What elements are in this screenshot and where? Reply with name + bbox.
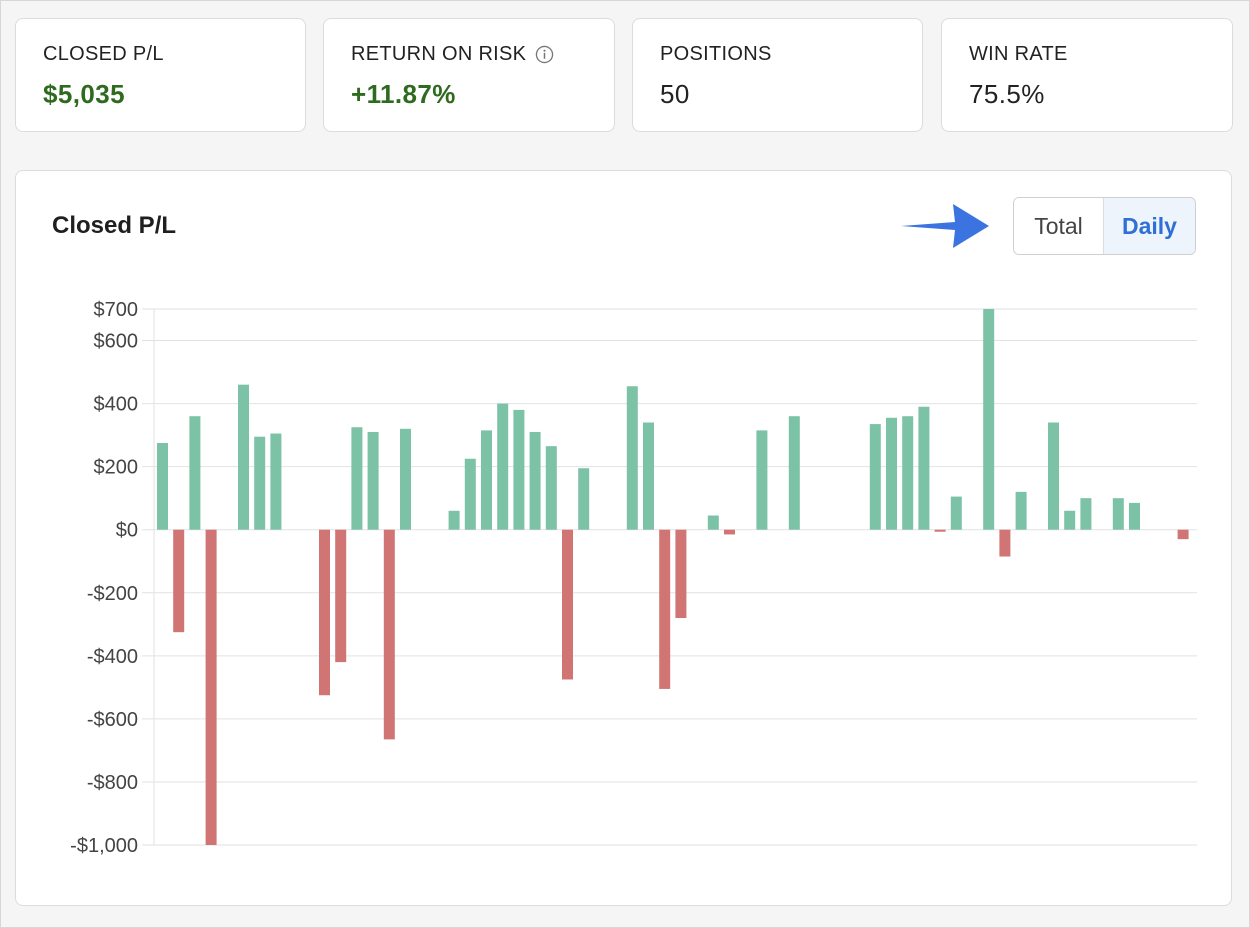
chart-title: Closed P/L bbox=[52, 212, 177, 239]
bar-negative bbox=[1177, 529, 1189, 540]
bar-positive bbox=[400, 428, 411, 530]
bar-positive bbox=[643, 422, 654, 530]
stat-label-row: RETURN ON RISK bbox=[351, 43, 554, 66]
bar-positive bbox=[578, 468, 590, 530]
stat-value: +11.87% bbox=[351, 79, 456, 109]
stat-label: POSITIONS bbox=[660, 43, 772, 65]
bar-positive bbox=[254, 436, 266, 530]
y-tick-label: $700 bbox=[94, 299, 139, 321]
y-tick-label: -$800 bbox=[87, 772, 138, 794]
y-tick-label: $600 bbox=[94, 331, 139, 353]
bar-positive bbox=[157, 443, 168, 530]
bar-positive bbox=[367, 431, 379, 530]
toggle-total-button[interactable]: Total bbox=[1014, 198, 1104, 254]
bar-positive bbox=[983, 309, 995, 530]
bar-negative bbox=[675, 529, 687, 618]
bar-positive bbox=[1015, 491, 1027, 530]
bar-positive bbox=[1112, 498, 1124, 530]
y-tick-label: -$1,000 bbox=[70, 835, 138, 857]
bar-negative bbox=[934, 529, 946, 532]
bar-negative bbox=[335, 529, 347, 663]
y-tick-label: $200 bbox=[94, 457, 139, 479]
bar-positive bbox=[448, 510, 460, 530]
bar-positive bbox=[1129, 502, 1140, 530]
bar-positive bbox=[481, 430, 492, 530]
view-toggle: Total Daily bbox=[1013, 197, 1196, 255]
stat-label: CLOSED P/L bbox=[43, 43, 164, 65]
bar-positive bbox=[886, 417, 897, 530]
bar-positive bbox=[1064, 510, 1076, 530]
stat-value: $5,035 bbox=[43, 79, 125, 109]
y-tick-label: -$200 bbox=[87, 583, 138, 605]
bar-positive bbox=[902, 416, 914, 530]
bar-positive bbox=[545, 446, 557, 530]
stat-card-closed-pl: CLOSED P/L $5,035 bbox=[15, 18, 306, 132]
bar-positive bbox=[351, 427, 363, 530]
bar-negative bbox=[724, 529, 735, 535]
closed-pl-bar-chart: $700 $600 $400 $200 $0 -$200 -$400 -$600 -$800 -$… bbox=[70, 299, 1197, 857]
bar-positive bbox=[529, 431, 541, 530]
bar-positive bbox=[464, 458, 476, 530]
info-icon[interactable] bbox=[535, 45, 554, 64]
bar-positive bbox=[788, 416, 800, 530]
bar-positive bbox=[513, 409, 525, 530]
stat-value: 75.5% bbox=[969, 79, 1045, 109]
arrow-pointer-icon bbox=[901, 204, 989, 248]
stat-label: WIN RATE bbox=[969, 43, 1068, 65]
stat-value: 50 bbox=[660, 79, 690, 109]
bar-positive bbox=[626, 386, 638, 530]
bar-negative bbox=[205, 529, 217, 845]
y-tick-label: $0 bbox=[116, 520, 138, 542]
stat-label: RETURN ON RISK bbox=[351, 43, 527, 65]
bar-negative bbox=[562, 529, 573, 680]
bar-positive bbox=[869, 424, 881, 530]
bar-negative bbox=[319, 529, 330, 696]
y-tick-label: -$400 bbox=[87, 646, 138, 668]
bar-positive bbox=[1048, 422, 1059, 530]
stat-card-positions: POSITIONS 50 bbox=[632, 18, 923, 132]
bar-positive bbox=[918, 406, 930, 530]
bar-positive bbox=[756, 430, 768, 530]
stat-card-return-on-risk: RETURN ON RISK +11.87% bbox=[323, 18, 615, 132]
bar-positive bbox=[189, 416, 201, 530]
toggle-daily-button[interactable]: Daily bbox=[1104, 198, 1195, 254]
bar-positive bbox=[707, 515, 719, 530]
y-tick-label: -$600 bbox=[87, 709, 138, 731]
bar-positive bbox=[1080, 498, 1092, 530]
bar-positive bbox=[497, 403, 509, 530]
bar-negative bbox=[383, 529, 395, 740]
y-tick-label: $400 bbox=[94, 394, 139, 416]
bar-negative bbox=[999, 529, 1011, 557]
bar-positive bbox=[238, 384, 249, 530]
bar-negative bbox=[173, 529, 185, 633]
bar-negative bbox=[659, 529, 671, 689]
bar-positive bbox=[950, 496, 962, 530]
stat-card-win-rate: WIN RATE 75.5% bbox=[941, 18, 1233, 132]
chart-card: $700 $600 $400 $200 $0 -$200 -$400 -$600 -$800 -$… bbox=[15, 170, 1232, 906]
bar-positive bbox=[270, 433, 282, 530]
